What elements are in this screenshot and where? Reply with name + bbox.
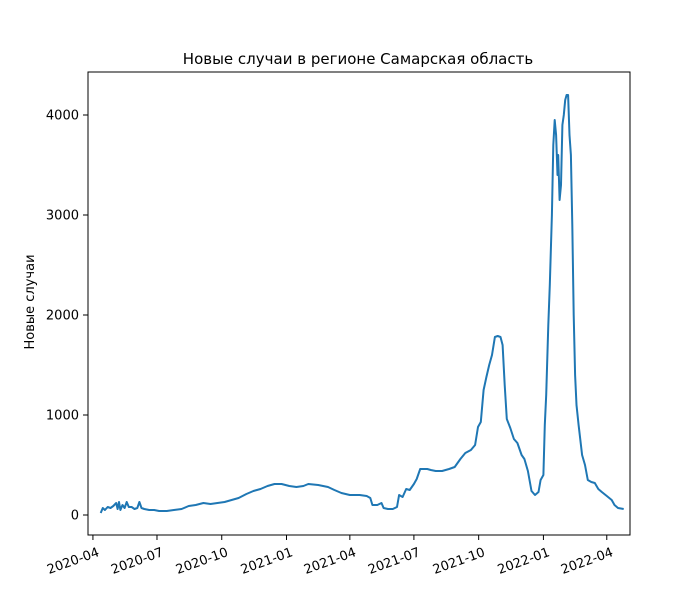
series-line-0 (99, 94, 624, 514)
y-tick-label-2: 2000 (46, 309, 79, 324)
y-tick-label-4: 4000 (46, 109, 79, 124)
chart-title: Новые случаи в регионе Самарская область (183, 50, 533, 68)
y-tick-label-0: 0 (71, 509, 79, 524)
series-layer (99, 94, 624, 514)
plot-area-frame (87, 71, 631, 536)
y-tick-label-1: 1000 (46, 409, 79, 424)
y-tick-label-3: 3000 (46, 209, 79, 224)
y-axis-label: Новые случаи (23, 254, 38, 349)
y-axis-ticks: 0 1000 2000 3000 4000 (46, 109, 88, 524)
